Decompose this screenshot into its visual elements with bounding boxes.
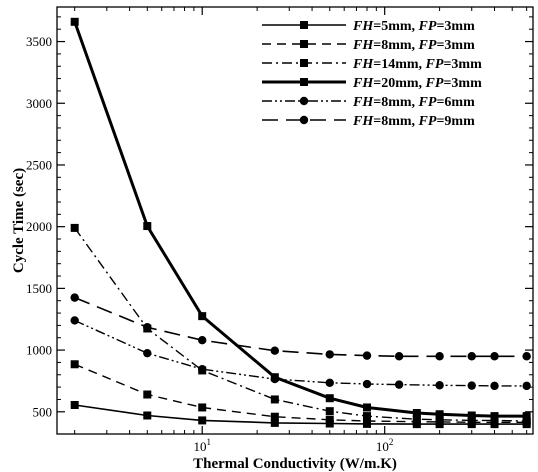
data-point: [435, 415, 444, 424]
data-point: [198, 403, 207, 412]
legend: FH=5mm, FP=3mm FH=8mm, FP=3mm FH=14mm, FP=…: [262, 19, 482, 129]
y-tick-label: 3000: [26, 96, 52, 111]
data-point: [270, 418, 279, 427]
y-tick-label: 2000: [26, 219, 52, 234]
legend-item-3: FH=14mm, FP=3mm: [262, 57, 482, 72]
data-point: [143, 348, 152, 358]
y-tick-label: 1500: [26, 281, 52, 296]
data-point: [412, 409, 421, 418]
series-6: [70, 293, 531, 361]
axes-frame: [56, 6, 534, 435]
y-axis-title: Cycle Time (sec): [11, 168, 27, 273]
data-point: [490, 352, 499, 361]
legend-item-5: FH=8mm, FP=6mm: [262, 95, 475, 110]
axis-ticks: 500 1000 1500 2000 2500 3000 3500 101 102: [26, 7, 533, 454]
series-5: [70, 316, 531, 391]
series-3: [70, 223, 531, 426]
data-point: [394, 380, 404, 389]
data-point: [467, 411, 476, 420]
legend-marker: [299, 115, 309, 125]
legend-marker: [300, 21, 308, 29]
data-point: [325, 350, 334, 359]
data-point: [325, 394, 334, 403]
legend-label: FH=5mm, FP=3mm: [352, 19, 475, 34]
data-point: [362, 403, 371, 412]
legend-item-6: FH=8mm, FP=9mm: [262, 114, 475, 129]
data-point: [435, 410, 444, 419]
data-point: [70, 17, 79, 26]
series-line: [74, 227, 527, 422]
legend-label: FH=8mm, FP=9mm: [352, 114, 475, 129]
series-line: [74, 296, 527, 358]
data-point: [70, 223, 79, 232]
data-point: [70, 360, 79, 369]
data-point: [70, 316, 79, 325]
data-point: [362, 412, 371, 421]
data-point: [325, 415, 334, 424]
data-point: [143, 411, 152, 420]
data-point: [270, 412, 279, 421]
data-point: [490, 416, 499, 425]
x-tick-label: 101: [193, 437, 211, 454]
data-point: [325, 378, 334, 387]
legend-label: FH=8mm, FP=3mm: [352, 38, 475, 53]
y-tick-label: 3500: [26, 34, 52, 49]
legend-item-4: FH=20mm, FP=3mm: [262, 76, 482, 91]
legend-label: FH=14mm, FP=3mm: [352, 57, 482, 72]
legend-marker: [300, 59, 308, 67]
data-point: [522, 381, 531, 391]
data-point: [143, 323, 152, 332]
data-point: [270, 346, 280, 355]
y-tick-label: 500: [33, 404, 53, 419]
data-point: [70, 400, 79, 409]
data-point: [325, 407, 334, 416]
series-line: [74, 319, 527, 387]
data-point: [198, 336, 207, 345]
legend-marker: [300, 40, 308, 48]
y-tick-label: 2500: [26, 157, 52, 172]
data-point: [198, 312, 207, 321]
data-point: [362, 351, 372, 360]
y-tick-label: 1000: [26, 343, 52, 358]
data-point: [412, 415, 421, 424]
x-tick-label: 102: [376, 437, 394, 454]
data-point: [143, 222, 152, 231]
data-point: [522, 412, 531, 421]
legend-item-2: FH=8mm, FP=3mm: [262, 38, 475, 53]
legend-marker: [299, 96, 309, 106]
data-point: [394, 352, 404, 361]
data-point: [435, 352, 444, 361]
data-point: [362, 379, 372, 389]
plot-area: [70, 17, 531, 429]
data-point: [435, 381, 444, 390]
data-point: [270, 395, 279, 404]
legend-label: FH=20mm, FP=3mm: [352, 76, 482, 91]
data-point: [198, 365, 207, 374]
x-axis-title: Thermal Conductivity (W/m.K): [193, 456, 397, 472]
data-point: [70, 293, 79, 302]
legend-item-1: FH=5mm, FP=3mm: [262, 19, 475, 34]
data-point: [467, 381, 476, 390]
data-point: [467, 352, 476, 361]
data-point: [522, 352, 531, 361]
series-4: [70, 17, 531, 421]
data-point: [522, 417, 531, 426]
data-point: [270, 374, 280, 384]
data-point: [143, 390, 152, 399]
data-point: [198, 416, 207, 425]
data-point: [362, 417, 371, 426]
data-point: [467, 416, 476, 425]
legend-label: FH=8mm, FP=6mm: [352, 95, 475, 110]
legend-marker: [300, 78, 308, 86]
data-point: [490, 412, 499, 421]
data-point: [490, 381, 499, 391]
